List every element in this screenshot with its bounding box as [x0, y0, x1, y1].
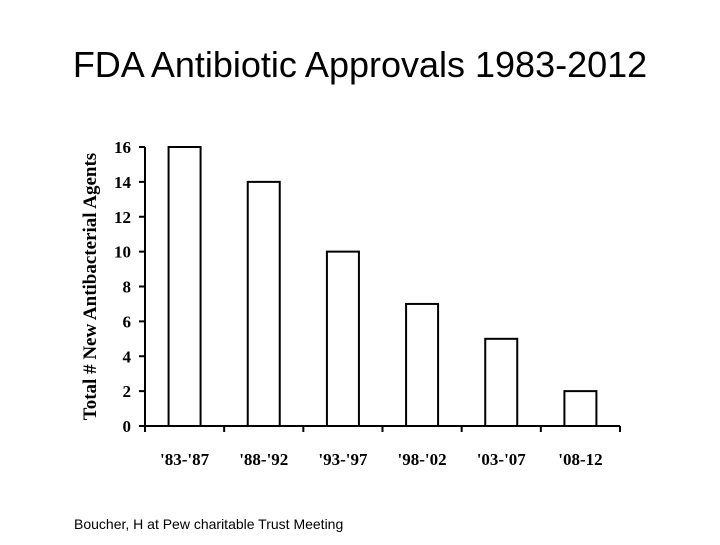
source-caption: Boucher, H at Pew charitable Trust Meeti… — [74, 516, 344, 532]
y-axis-label: Total # New Antibacterial Agents — [80, 153, 101, 420]
bar — [484, 337, 519, 427]
bar — [167, 146, 202, 427]
x-tick-label: '93-'97 — [318, 450, 368, 469]
x-tick-label: '83-'87 — [160, 450, 210, 469]
y-tick-label: 14 — [114, 173, 132, 192]
bar — [246, 180, 281, 427]
bar — [405, 302, 440, 427]
bar — [325, 250, 360, 427]
y-tick-label: 10 — [114, 243, 131, 262]
x-tick-label: '08-12 — [558, 450, 602, 469]
x-tick-label: '98-'02 — [398, 450, 447, 469]
x-tick-label: '88-'92 — [239, 450, 288, 469]
y-tick-label: 6 — [123, 312, 132, 331]
y-tick-label: 16 — [114, 138, 131, 157]
y-tick-label: 2 — [123, 382, 132, 401]
y-tick-label: 0 — [123, 417, 132, 436]
slide-title: FDA Antibiotic Approvals 1983-2012 — [72, 44, 648, 85]
y-tick-label: 12 — [114, 208, 131, 227]
x-tick-label: '03-'07 — [477, 450, 527, 469]
bar — [563, 390, 598, 427]
y-tick-label: 4 — [123, 347, 132, 366]
y-tick-label: 8 — [123, 278, 132, 297]
